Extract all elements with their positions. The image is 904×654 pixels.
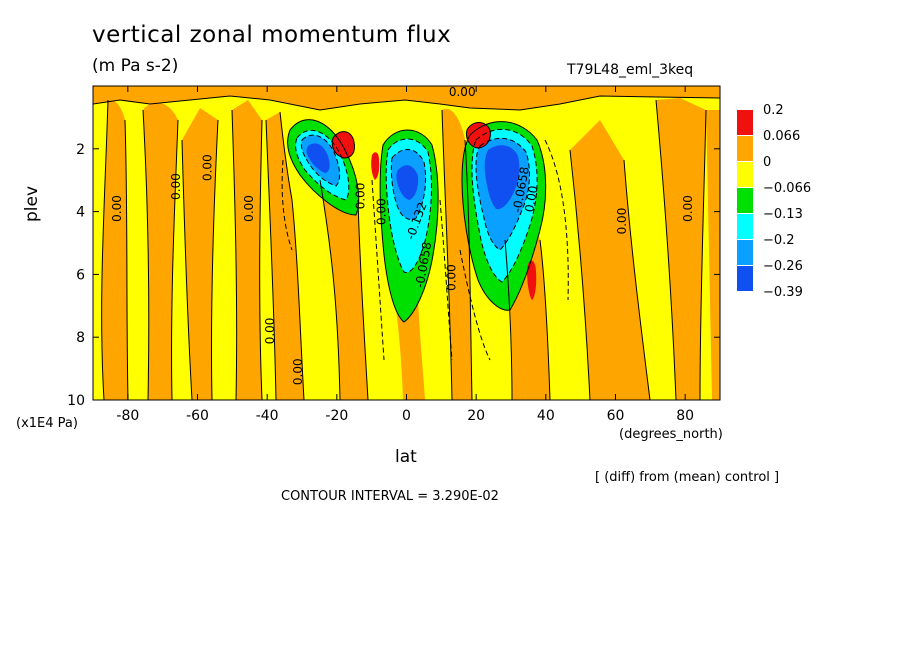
legend-swatch <box>737 240 753 265</box>
y-tick-label: 10 <box>67 393 85 409</box>
legend-item: −0.26 <box>737 259 867 292</box>
legend-item: 0.2 <box>737 103 867 136</box>
run-label: T79L48_eml_3keq <box>567 62 694 78</box>
legend-item: −0.2 <box>737 233 867 266</box>
x-tick-label: 0 <box>402 408 411 424</box>
legend-item: 0 <box>737 155 867 188</box>
legend-label: 0.2 <box>763 103 784 118</box>
legend-swatch <box>737 214 753 239</box>
legend-label: −0.2 <box>763 233 795 248</box>
chart-title: vertical zonal momentum flux <box>92 22 452 48</box>
y-tick-label: 4 <box>76 205 85 221</box>
positive-regions <box>93 86 720 400</box>
legend-swatch <box>737 110 753 135</box>
legend-swatch <box>737 188 753 213</box>
legend-swatch <box>737 136 753 161</box>
y-axis-title: plev <box>22 185 42 222</box>
contour-label: 0.00 <box>200 154 214 181</box>
difference-note: [ (diff) from (mean) control ] <box>595 470 780 485</box>
x-axis: -80 -60 -40 -20 0 20 40 60 80 <box>116 86 694 424</box>
x-tick-label: 60 <box>607 408 625 424</box>
contour-field <box>93 86 720 400</box>
legend-item: −0.13 <box>737 207 867 240</box>
legend-swatch <box>737 162 753 187</box>
legend-label: 0 <box>763 155 772 170</box>
contour-label: 0.00 <box>681 195 695 222</box>
contour-label: 0.00 <box>242 195 256 222</box>
contour-label: 0.00 <box>110 195 124 222</box>
x-tick-label: 80 <box>676 408 694 424</box>
x-tick-label: -80 <box>116 408 139 424</box>
y-tick-label: 2 <box>76 142 85 158</box>
negative-contour-lines <box>281 128 569 361</box>
legend-label: −0.066 <box>763 181 812 196</box>
contour-label: 0.00 <box>449 85 476 99</box>
legend-item: −0.066 <box>737 181 867 214</box>
x-tick-label: 40 <box>537 408 555 424</box>
contour-label: 0.00 <box>375 198 389 225</box>
contour-label: 0.00 <box>169 173 183 200</box>
y-tick-label: 6 <box>76 267 85 283</box>
contour-label: 0.00 <box>291 358 305 385</box>
legend-item: −0.39 <box>737 285 867 318</box>
contour-interval: CONTOUR INTERVAL = 3.290E-02 <box>281 489 499 504</box>
contour-label: 0.00 <box>522 185 540 214</box>
y-tick-label: 8 <box>76 330 85 346</box>
contour-label: 0.00 <box>354 183 368 210</box>
x-tick-label: -40 <box>256 408 279 424</box>
x-tick-label: 20 <box>467 408 485 424</box>
x-axis-title: lat <box>395 447 417 467</box>
contour-label: 0.00 <box>444 264 458 291</box>
contour-lines <box>93 95 720 400</box>
contour-label: 0.00 <box>615 208 629 235</box>
y-axis-unit: (x1E4 Pa) <box>16 416 78 431</box>
legend-label: −0.26 <box>763 259 803 274</box>
negative-regions-4 <box>306 143 520 210</box>
x-tick-label: -20 <box>325 408 348 424</box>
legend-label: 0.066 <box>763 129 801 144</box>
x-tick-label: -60 <box>186 408 209 424</box>
legend-swatch <box>737 266 753 291</box>
y-axis: 2 4 6 8 10 <box>67 142 720 409</box>
contour-label: 0.00 <box>263 318 277 345</box>
legend-label: −0.39 <box>763 285 803 300</box>
x-axis-unit: (degrees_north) <box>619 427 723 442</box>
chart-units: (m Pa s-2) <box>92 56 179 76</box>
legend-item: 0.066 <box>737 129 867 162</box>
legend-label: −0.13 <box>763 207 803 222</box>
